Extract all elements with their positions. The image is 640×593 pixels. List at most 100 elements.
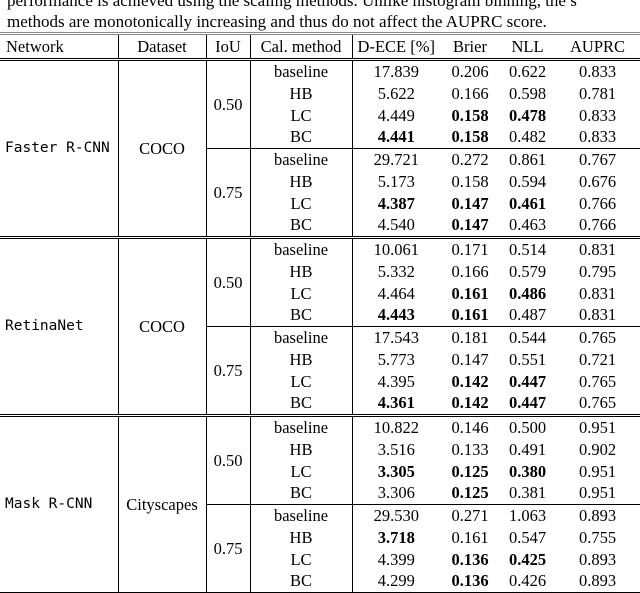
nll-cell: 1.063 — [500, 503, 555, 527]
nll-cell: 0.463 — [508, 215, 547, 235]
auprc-cell: 0.765 — [578, 371, 617, 391]
nll-cell: 0.579 — [508, 261, 547, 281]
brier-cell: 0.147 — [451, 193, 489, 213]
method-cell: LC — [250, 370, 353, 393]
caption-line-1: performance is achieved using the scalin… — [7, 0, 577, 10]
brier-cell: 0.142 — [451, 371, 489, 391]
dece-cell: 29.721 — [352, 147, 440, 171]
dece-cell: 3.516 — [377, 439, 415, 459]
nll-cell: 0.461 — [508, 193, 547, 213]
table-row: BC 4.441 0.158 0.482 0.833 — [0, 126, 640, 149]
table-row: BC 4.540 0.147 0.463 0.766 — [0, 214, 640, 238]
network-cell: RetinaNet — [0, 237, 119, 416]
brier-cell: 0.158 — [451, 171, 489, 191]
dece-cell: 29.530 — [352, 503, 440, 527]
nll-cell: 0.551 — [508, 349, 547, 369]
dece-cell: 4.299 — [377, 571, 415, 591]
brier-cell: 0.125 — [451, 483, 489, 503]
method-cell: HB — [250, 438, 353, 461]
iou-cell: 0.75 — [206, 504, 251, 593]
dece-cell: 17.839 — [373, 62, 419, 81]
iou-cell: 0.75 — [206, 326, 251, 416]
auprc-cell: 0.951 — [578, 418, 617, 437]
iou-cell: 0.50 — [206, 237, 251, 327]
nll-cell: 0.500 — [508, 418, 547, 437]
dece-cell: 5.622 — [377, 83, 415, 103]
dece-cell: 4.399 — [377, 549, 415, 569]
table-row: HB 5.173 0.158 0.594 0.676 — [0, 170, 640, 193]
network-group-faster-r-cnn: Faster R-CNN COCO 0.50 baseline 17.839 0.206 0… — [0, 59, 640, 238]
dece-cell: 5.773 — [377, 349, 415, 369]
auprc-cell: 0.831 — [578, 305, 617, 325]
network-group-mask-r-cnn: Mask R-CNN Cityscapes 0.50 baseline 10.822 0.… — [0, 415, 640, 593]
nll-cell: 0.861 — [500, 147, 555, 171]
auprc-cell: 0.951 — [578, 483, 617, 503]
dece-cell: 4.464 — [377, 283, 415, 303]
brier-cell: 0.271 — [440, 503, 500, 527]
brier-cell: 0.146 — [451, 418, 489, 437]
nll-cell: 0.482 — [508, 127, 547, 147]
table-header: Network Dataset IoU Cal. method D-ECE [%] Bri… — [0, 33, 640, 60]
nll-cell: 0.381 — [508, 483, 547, 503]
brier-cell: 0.142 — [451, 393, 489, 413]
brier-cell: 0.136 — [451, 549, 489, 569]
col-header-iou: IoU — [206, 33, 251, 60]
dece-cell: 17.543 — [352, 325, 440, 349]
dece-cell: 5.332 — [377, 261, 415, 281]
brier-cell: 0.147 — [451, 349, 489, 369]
nll-cell: 0.544 — [500, 325, 555, 349]
table-row: LC 4.399 0.136 0.425 0.893 — [0, 548, 640, 571]
method-cell: BC — [250, 304, 353, 327]
table-row: BC 3.306 0.125 0.381 0.951 — [0, 482, 640, 505]
auprc-cell: 0.951 — [578, 461, 617, 481]
brier-cell: 0.133 — [451, 439, 489, 459]
auprc-cell: 0.833 — [578, 105, 617, 125]
table-row: LC 4.387 0.147 0.461 0.766 — [0, 192, 640, 215]
table-row: LC 4.395 0.142 0.447 0.765 — [0, 370, 640, 393]
auprc-cell: 0.893 — [578, 549, 617, 569]
nll-cell: 0.487 — [508, 305, 547, 325]
method-cell: BC — [250, 392, 353, 416]
auprc-cell: 0.781 — [578, 83, 617, 103]
brier-cell: 0.181 — [440, 325, 500, 349]
auprc-cell: 0.795 — [578, 261, 617, 281]
method-cell: LC — [250, 192, 353, 215]
brier-cell: 0.158 — [451, 127, 489, 147]
dece-cell: 4.387 — [377, 193, 415, 213]
dece-cell: 4.449 — [377, 105, 415, 125]
method-cell: BC — [250, 570, 353, 593]
brier-cell: 0.272 — [440, 147, 500, 171]
brier-cell: 0.161 — [451, 527, 489, 547]
brier-cell: 0.136 — [451, 571, 489, 591]
brier-cell: 0.166 — [451, 83, 489, 103]
nll-cell: 0.491 — [508, 439, 547, 459]
method-cell: baseline — [250, 147, 353, 171]
network-cell: Mask R-CNN — [0, 415, 119, 593]
table-row: RetinaNet COCO 0.50 baseline 10.061 0.171 0.51… — [0, 237, 640, 416]
dataset-cell: COCO — [118, 59, 207, 238]
brier-cell: 0.161 — [451, 283, 489, 303]
table-row: HB 3.516 0.133 0.491 0.902 — [0, 438, 640, 461]
nll-cell: 0.425 — [508, 549, 547, 569]
table-row: BC 4.361 0.142 0.447 0.765 — [0, 392, 640, 416]
network-cell: Faster R-CNN — [0, 59, 119, 238]
iou-cell: 0.50 — [206, 415, 251, 505]
method-cell: HB — [250, 170, 353, 193]
table-row: 0.75 baseline 29.530 0.271 1.063 0.893 — [0, 503, 640, 593]
nll-cell: 0.380 — [508, 461, 547, 481]
dece-cell: 5.173 — [377, 171, 415, 191]
dece-cell: 4.441 — [377, 127, 415, 147]
method-cell: baseline — [250, 503, 353, 527]
col-header-auprc: AUPRC — [569, 37, 626, 56]
brier-cell: 0.206 — [451, 62, 489, 81]
col-header-network: Network — [0, 33, 119, 60]
method-cell: LC — [250, 460, 353, 483]
table-row: 0.75 baseline 29.721 0.272 0.861 0.767 — [0, 147, 640, 238]
auprc-cell: 0.767 — [555, 147, 640, 171]
auprc-cell: 0.721 — [578, 349, 617, 369]
table-row: BC 4.443 0.161 0.487 0.831 — [0, 304, 640, 327]
auprc-cell: 0.893 — [578, 571, 617, 591]
auprc-cell: 0.676 — [578, 171, 617, 191]
nll-cell: 0.594 — [508, 171, 547, 191]
